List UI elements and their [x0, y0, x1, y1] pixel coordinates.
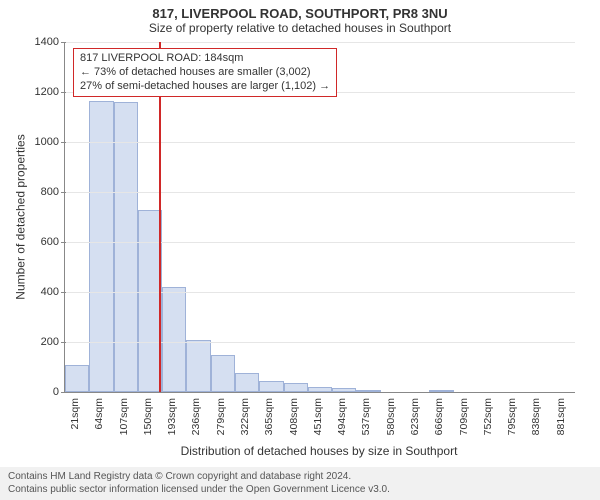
y-tick-label: 200 [41, 336, 65, 348]
y-tick-label: 1400 [35, 36, 65, 48]
x-tick-label: 580sqm [383, 392, 397, 435]
x-tick-label: 795sqm [504, 392, 518, 435]
x-tick-label: 752sqm [480, 392, 494, 435]
chart-container: 817, LIVERPOOL ROAD, SOUTHPORT, PR8 3NU … [0, 0, 600, 500]
footer-line: Contains public sector information licen… [8, 484, 592, 497]
plot-area: 817 LIVERPOOL ROAD: 184sqm ← 73% of deta… [64, 42, 575, 393]
histogram-bar [259, 381, 283, 392]
gridline [65, 292, 575, 293]
histogram-bar [114, 102, 138, 392]
histogram-bar [211, 355, 235, 393]
annotation-line: ← 73% of detached houses are smaller (3,… [80, 66, 330, 80]
annotation-line: 817 LIVERPOOL ROAD: 184sqm [80, 52, 330, 66]
annotation-line: 27% of semi-detached houses are larger (… [80, 80, 330, 94]
page-title: 817, LIVERPOOL ROAD, SOUTHPORT, PR8 3NU [0, 0, 600, 21]
histogram-bar [186, 340, 210, 393]
gridline [65, 192, 575, 193]
y-tick-label: 800 [41, 186, 65, 198]
histogram-bar [235, 373, 259, 392]
gridline [65, 142, 575, 143]
x-tick-label: 279sqm [213, 392, 227, 435]
histogram-bar [284, 383, 308, 392]
y-axis-label: Number of detached properties [14, 42, 28, 392]
x-tick-label: 881sqm [553, 392, 567, 435]
x-axis-label: Distribution of detached houses by size … [64, 444, 574, 458]
x-tick-label: 666sqm [431, 392, 445, 435]
x-tick-label: 21sqm [67, 392, 81, 430]
gridline [65, 42, 575, 43]
x-tick-label: 107sqm [116, 392, 130, 435]
x-tick-label: 537sqm [358, 392, 372, 435]
x-tick-label: 64sqm [91, 392, 105, 430]
y-tick-label: 1200 [35, 86, 65, 98]
x-tick-label: 322sqm [237, 392, 251, 435]
y-tick-label: 600 [41, 236, 65, 248]
x-tick-label: 365sqm [261, 392, 275, 435]
gridline [65, 342, 575, 343]
x-tick-label: 623sqm [407, 392, 421, 435]
histogram-bar [65, 365, 89, 393]
y-tick-label: 1000 [35, 136, 65, 148]
x-tick-label: 150sqm [140, 392, 154, 435]
histogram-bar [162, 287, 186, 392]
x-tick-label: 408sqm [286, 392, 300, 435]
x-tick-label: 494sqm [334, 392, 348, 435]
histogram-bar [89, 101, 113, 392]
x-tick-label: 838sqm [528, 392, 542, 435]
x-tick-label: 451sqm [310, 392, 324, 435]
footer: Contains HM Land Registry data © Crown c… [0, 467, 600, 500]
gridline [65, 242, 575, 243]
footer-line: Contains HM Land Registry data © Crown c… [8, 471, 592, 484]
page-subtitle: Size of property relative to detached ho… [0, 21, 600, 39]
y-tick-label: 0 [53, 386, 65, 398]
x-tick-label: 193sqm [164, 392, 178, 435]
y-tick-label: 400 [41, 286, 65, 298]
x-tick-label: 236sqm [188, 392, 202, 435]
x-tick-label: 709sqm [456, 392, 470, 435]
annotation-box: 817 LIVERPOOL ROAD: 184sqm ← 73% of deta… [73, 48, 337, 97]
